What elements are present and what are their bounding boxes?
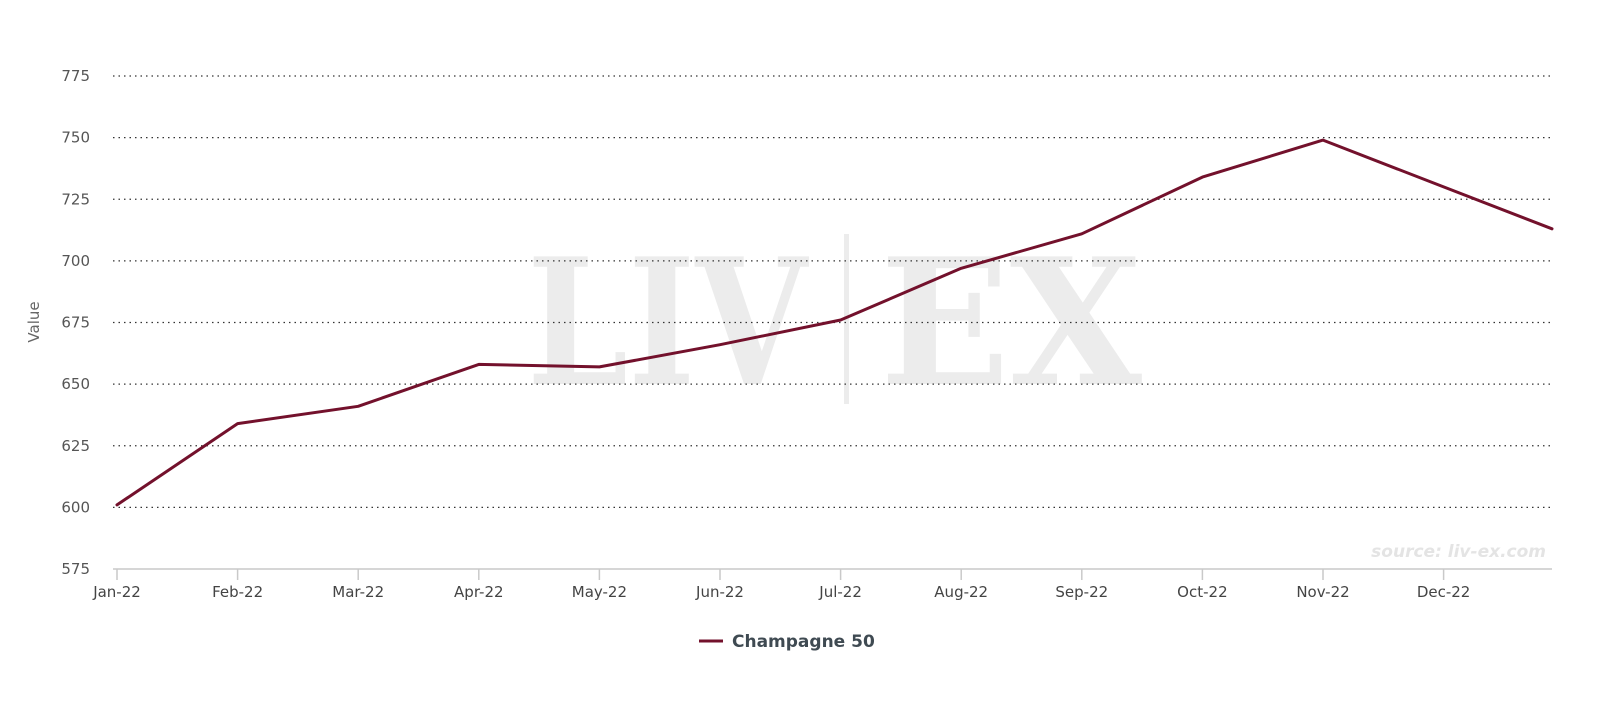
x-tick-label: May-22 (572, 583, 627, 601)
y-axis-ticks: 575 600 625 650 675 700 725 750 775 (61, 67, 90, 578)
y-tick-label: 600 (61, 498, 90, 516)
x-tick-label: Feb-22 (212, 583, 263, 601)
x-tick-label: Aug-22 (934, 583, 988, 601)
y-tick-label: 575 (61, 560, 90, 578)
x-tick-label: Dec-22 (1417, 583, 1471, 601)
y-axis-title: Value (25, 301, 43, 342)
series-line-champagne-50[interactable] (115, 138, 1554, 507)
y-tick-label: 650 (61, 375, 90, 393)
x-tick-label: Jun-22 (695, 583, 744, 601)
gridlines (113, 75, 1552, 508)
x-axis-ticks: Jan-22 Feb-22 Mar-22 Apr-22 May-22 Jun-22 Jul-… (92, 569, 1470, 601)
x-tick-label: Mar-22 (332, 583, 384, 601)
watermark-left: LIV (527, 221, 810, 426)
y-tick-label: 750 (61, 129, 90, 147)
x-tick-label: Sep-22 (1055, 583, 1108, 601)
x-tick-label: Oct-22 (1177, 583, 1227, 601)
watermark-right: EX (880, 221, 1142, 426)
y-tick-label: 725 (61, 190, 90, 208)
x-tick-label: Apr-22 (454, 583, 504, 601)
legend-item-champagne-50[interactable]: Champagne 50 (699, 632, 875, 652)
source-note: source: liv-ex.com (1371, 542, 1546, 562)
y-tick-label: 700 (61, 252, 90, 270)
x-tick-label: Nov-22 (1296, 583, 1349, 601)
x-tick-label: Jul-22 (818, 583, 862, 601)
liv-ex-watermark: LIV EX (527, 221, 1142, 426)
y-tick-label: 775 (61, 67, 90, 85)
x-tick-label: Jan-22 (92, 583, 141, 601)
y-tick-label: 625 (61, 437, 90, 455)
legend-label: Champagne 50 (732, 632, 875, 652)
y-tick-label: 675 (61, 314, 90, 332)
